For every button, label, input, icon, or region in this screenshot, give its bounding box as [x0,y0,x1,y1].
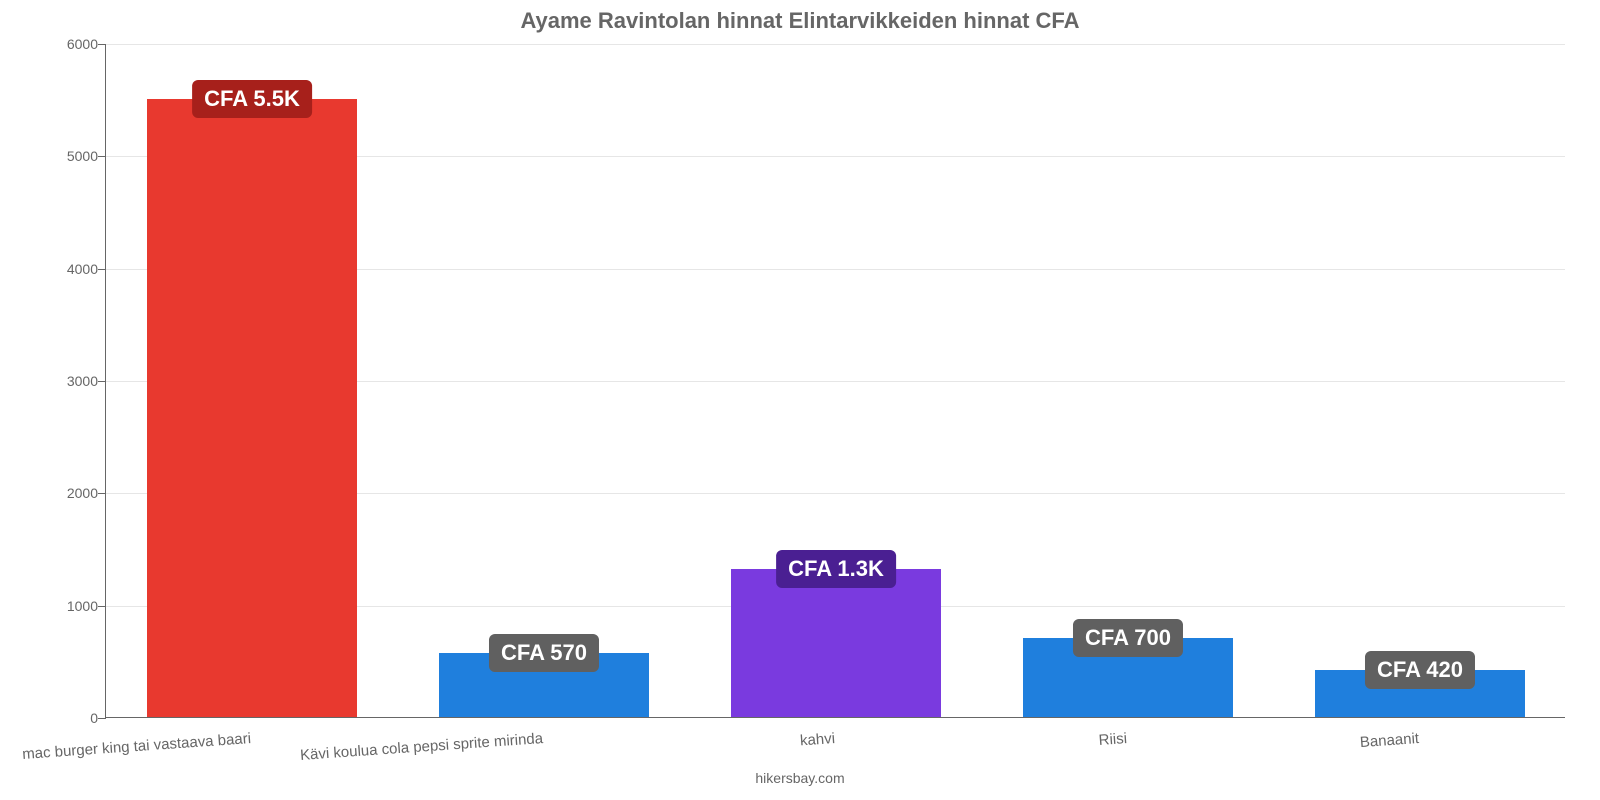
bar-value-label: CFA 700 [1073,619,1183,657]
y-tick [98,44,106,45]
price-bar-chart: Ayame Ravintolan hinnat Elintarvikkeiden… [0,0,1600,800]
bar [731,569,941,717]
bar-value-label: CFA 570 [489,634,599,672]
bar-value-label: CFA 5.5K [192,80,312,118]
grid-line [106,44,1565,45]
attribution-text: hikersbay.com [0,770,1600,786]
y-axis-tick-label: 4000 [8,261,98,277]
y-axis-tick-label: 5000 [8,148,98,164]
y-axis-tick-label: 6000 [8,36,98,52]
y-axis-tick-label: 2000 [8,485,98,501]
y-tick [98,493,106,494]
y-axis-tick-label: 1000 [8,598,98,614]
bar-value-label: CFA 1.3K [776,550,896,588]
y-axis-tick-label: 3000 [8,373,98,389]
y-tick [98,269,106,270]
bar-value-label: CFA 420 [1365,651,1475,689]
y-tick [98,156,106,157]
chart-title: Ayame Ravintolan hinnat Elintarvikkeiden… [0,8,1600,34]
y-tick [98,718,106,719]
bar [147,99,357,717]
y-tick [98,381,106,382]
y-tick [98,606,106,607]
y-axis-tick-label: 0 [8,710,98,726]
plot-area: CFA 5.5K CFA 570 CFA 1.3K CFA 700 CFA 420 [105,44,1565,718]
